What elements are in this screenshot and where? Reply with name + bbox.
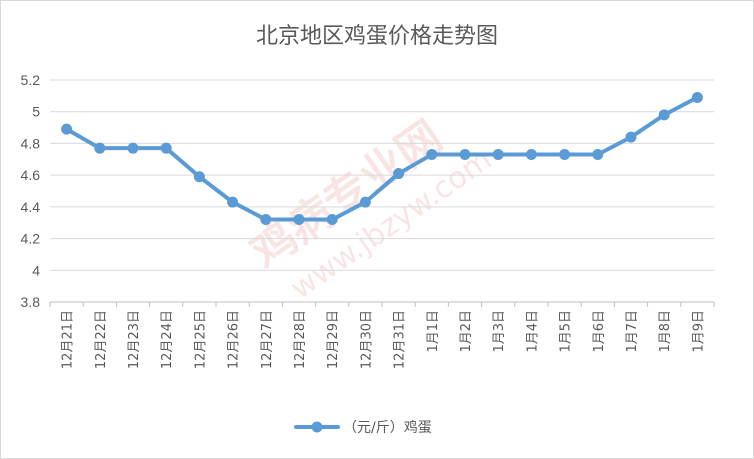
x-axis: 12月21日 12月22日 12月23日 12月24日 12月25日 12月26日 12月2… (49, 301, 715, 369)
data-point (691, 91, 703, 103)
x-tick-label: 12月25日 (193, 310, 208, 369)
x-tick-label: 12月23日 (127, 310, 142, 369)
x-tick-label: 12月31日 (393, 310, 408, 369)
x-tick-label: 1月5日 (559, 310, 574, 353)
y-tick-label: 3.8 (21, 294, 41, 310)
x-tick-label: 1月4日 (525, 310, 540, 353)
data-point (359, 196, 371, 208)
x-tick-label: 12月22日 (94, 310, 109, 369)
data-point (492, 149, 504, 161)
data-point (94, 142, 106, 154)
x-tick-label: 12月27日 (260, 310, 275, 369)
x-tick-label: 12月21日 (61, 310, 76, 369)
series-line (64, 95, 700, 222)
y-tick-label: 4 (32, 262, 40, 278)
data-point (127, 142, 139, 154)
data-point (260, 214, 272, 226)
y-tick-label: 4.8 (21, 135, 41, 151)
data-point (393, 168, 405, 180)
data-point (525, 149, 537, 161)
y-tick-label: 4.6 (21, 167, 41, 183)
data-point (658, 109, 670, 121)
x-tick-label: 12月28日 (293, 310, 308, 369)
x-tick-label: 1月7日 (625, 310, 640, 353)
data-point (227, 196, 239, 208)
legend-point-marker (311, 421, 323, 433)
x-tick-label: 1月6日 (592, 310, 607, 353)
x-tick-label: 12月29日 (326, 310, 341, 369)
data-point (293, 214, 305, 226)
y-tick-label: 4.2 (21, 231, 41, 247)
data-point (459, 149, 471, 161)
data-point (559, 149, 571, 161)
legend-label: （元/斤）鸡蛋 (343, 419, 432, 436)
data-point (592, 149, 604, 161)
x-tick-label: 12月24日 (160, 310, 175, 369)
x-tick-label: 1月3日 (492, 310, 507, 353)
data-point (326, 214, 338, 226)
y-tick-label: 4.4 (21, 199, 41, 215)
data-point (426, 149, 438, 161)
y-tick-label: 5.2 (21, 72, 41, 88)
series-eggs (61, 91, 703, 226)
legend: （元/斤）鸡蛋 (294, 419, 432, 436)
x-tick-label: 1月1日 (426, 310, 441, 353)
x-tick-label: 1月8日 (658, 310, 673, 353)
watermark: 鸡病专业网 www.jbzyw.com (242, 111, 498, 307)
data-point (193, 171, 205, 183)
x-tick-label: 12月30日 (359, 310, 374, 369)
x-tick-label: 12月26日 (227, 310, 242, 369)
data-point (160, 142, 172, 154)
x-tick-label: 1月9日 (691, 310, 706, 353)
x-tick-label: 1月2日 (459, 310, 474, 353)
chart-title: 北京地区鸡蛋价格走势图 (256, 24, 498, 49)
y-tick-label: 5 (32, 104, 40, 120)
y-axis-ticks: 3.8 4 4.2 4.4 4.6 4.8 5 5.2 (21, 72, 41, 310)
data-point (625, 131, 637, 143)
data-point (61, 123, 73, 135)
